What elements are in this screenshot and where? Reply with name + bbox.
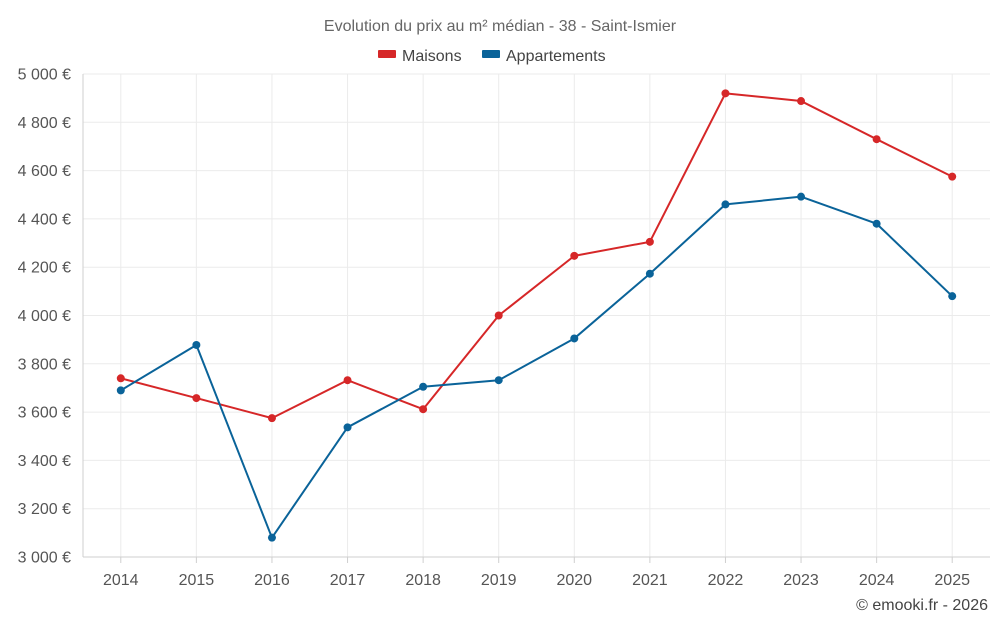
legend-swatch-appartements xyxy=(482,50,500,58)
data-point-appartements[interactable] xyxy=(948,292,957,301)
y-tick-label: 3 400 € xyxy=(18,453,71,470)
data-point-maisons[interactable] xyxy=(872,135,881,144)
data-point-maisons[interactable] xyxy=(948,172,957,181)
x-tick-label: 2015 xyxy=(179,572,215,589)
data-point-appartements[interactable] xyxy=(494,376,503,385)
y-tick-label: 4 600 € xyxy=(18,163,71,180)
y-tick-label: 4 200 € xyxy=(18,260,71,277)
data-point-maisons[interactable] xyxy=(267,414,276,423)
y-tick-label: 3 800 € xyxy=(18,356,71,373)
data-point-appartements[interactable] xyxy=(267,533,276,542)
data-point-appartements[interactable] xyxy=(343,423,352,432)
x-tick-label: 2024 xyxy=(859,572,895,589)
y-tick-label: 3 600 € xyxy=(18,405,71,422)
data-point-appartements[interactable] xyxy=(419,382,428,391)
series-appartements xyxy=(116,192,957,542)
data-point-appartements[interactable] xyxy=(645,269,654,278)
y-tick-label: 4 800 € xyxy=(18,115,71,132)
data-point-maisons[interactable] xyxy=(570,251,579,260)
data-point-maisons[interactable] xyxy=(645,237,654,246)
data-point-maisons[interactable] xyxy=(797,97,806,106)
axes: 3 000 € 3 200 € 3 400 € 3 600 € 3 800 € 4 000… xyxy=(18,67,990,589)
legend: Maisons Appartements xyxy=(378,48,606,65)
x-tick-label: 2020 xyxy=(556,572,592,589)
x-tick-label: 2017 xyxy=(330,572,366,589)
series-line-appartements xyxy=(120,195,953,539)
legend-swatch-maisons xyxy=(378,50,396,58)
data-point-maisons[interactable] xyxy=(116,374,125,383)
x-tick-label: 2025 xyxy=(934,572,970,589)
data-point-appartements[interactable] xyxy=(721,200,730,209)
data-point-maisons[interactable] xyxy=(721,89,730,98)
series xyxy=(116,89,957,542)
y-tick-label: 5 000 € xyxy=(18,67,71,84)
legend-label-appartements[interactable]: Appartements xyxy=(506,48,606,65)
data-point-appartements[interactable] xyxy=(570,334,579,343)
data-point-appartements[interactable] xyxy=(797,192,806,201)
x-tick-label: 2023 xyxy=(783,572,819,589)
x-tick-label: 2014 xyxy=(103,572,139,589)
series-maisons xyxy=(116,89,957,423)
data-point-maisons[interactable] xyxy=(419,405,428,414)
series-line-maisons xyxy=(120,92,953,420)
y-tick-label: 4 000 € xyxy=(18,308,71,325)
y-tick-label: 3 000 € xyxy=(18,550,71,567)
x-tick-label: 2016 xyxy=(254,572,290,589)
x-tick-label: 2022 xyxy=(708,572,744,589)
x-tick-label: 2019 xyxy=(481,572,517,589)
x-tick-label: 2021 xyxy=(632,572,668,589)
data-point-maisons[interactable] xyxy=(494,311,503,320)
credit-text: © emooki.fr - 2026 xyxy=(856,597,988,614)
chart-title: Evolution du prix au m² médian - 38 - Sa… xyxy=(324,18,677,35)
data-point-appartements[interactable] xyxy=(192,340,201,349)
data-point-maisons[interactable] xyxy=(192,394,201,403)
y-tick-label: 4 400 € xyxy=(18,211,71,228)
gridlines xyxy=(83,73,990,557)
x-tick-label: 2018 xyxy=(405,572,441,589)
data-point-appartements[interactable] xyxy=(872,219,881,228)
data-point-appartements[interactable] xyxy=(116,386,125,395)
data-point-maisons[interactable] xyxy=(343,376,352,385)
y-tick-label: 3 200 € xyxy=(18,501,71,518)
legend-label-maisons[interactable]: Maisons xyxy=(402,48,462,65)
